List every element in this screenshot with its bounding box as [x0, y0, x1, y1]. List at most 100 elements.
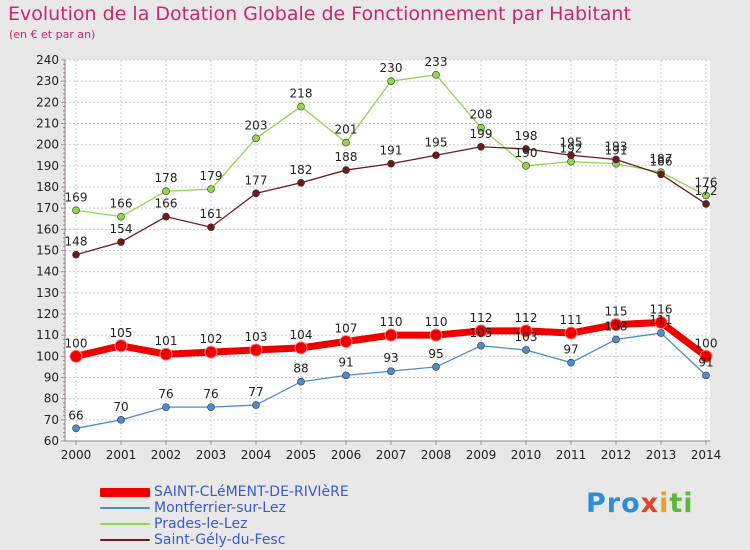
- series-3-point: [612, 155, 620, 164]
- x-tick-label: 2001: [106, 448, 137, 462]
- legend-label: Prades-le-Lez: [154, 516, 248, 532]
- series-1-point: [522, 346, 530, 354]
- series-2-point: [162, 187, 170, 196]
- series-2-data-label: 203: [245, 118, 268, 132]
- series-0-point: [654, 315, 668, 329]
- series-1-point: [207, 403, 215, 411]
- series-1-data-label: 93: [383, 351, 398, 365]
- y-tick-label: 200: [36, 138, 59, 152]
- y-tick-label: 80: [44, 392, 59, 406]
- series-2-point: [567, 157, 575, 166]
- series-3-data-label: 191: [380, 144, 403, 158]
- series-0-data-label: 100: [65, 336, 88, 350]
- series-0-point: [609, 318, 623, 332]
- series-2-data-label: 169: [65, 190, 88, 204]
- series-1-point: [612, 335, 620, 344]
- legend-label: Montferrier-sur-Lez: [154, 500, 286, 516]
- series-0-data-label: 105: [110, 326, 133, 340]
- series-1-data-label: 76: [203, 387, 218, 401]
- legend-item: Saint-Gély-du-Fesc: [100, 532, 349, 548]
- series-0-point: [474, 324, 488, 338]
- series-1-data-label: 103: [515, 330, 538, 344]
- series-1-data-label: 77: [248, 385, 263, 399]
- series-2-data-label: 166: [110, 197, 133, 211]
- series-1-point: [432, 363, 440, 371]
- x-tick-label: 2005: [286, 448, 317, 462]
- series-2-point: [702, 191, 710, 200]
- series-0-data-label: 104: [290, 328, 313, 342]
- series-2-point: [342, 138, 350, 147]
- y-tick-label: 70: [44, 413, 59, 427]
- x-tick-label: 2013: [646, 448, 677, 462]
- y-tick-label: 110: [36, 328, 59, 342]
- series-0-point: [159, 347, 173, 361]
- series-0-point: [519, 324, 533, 338]
- x-tick-label: 2014: [691, 448, 722, 462]
- series-3-data-label: 193: [605, 139, 628, 153]
- series-1-data-label: 91: [338, 355, 353, 369]
- series-0-data-label: 107: [335, 322, 358, 336]
- series-1-point: [342, 371, 350, 380]
- legend-swatch: [100, 507, 150, 509]
- series-2-point: [477, 123, 485, 132]
- series-2-data-label: 190: [515, 146, 538, 160]
- x-tick-label: 2012: [601, 448, 632, 462]
- series-2-data-label: 176: [695, 175, 718, 189]
- series-2-point: [117, 212, 125, 221]
- legend-item: Prades-le-Lez: [100, 516, 349, 532]
- series-3-point: [477, 142, 485, 151]
- series-3-data-label: 186: [650, 154, 673, 168]
- series-1-point: [567, 358, 575, 367]
- series-0-data-label: 115: [605, 305, 628, 319]
- series-3-data-label: 188: [335, 150, 358, 164]
- series-3-point: [297, 178, 305, 187]
- legend-swatch: [100, 487, 150, 497]
- series-1-point: [477, 341, 485, 350]
- series-0-data-label: 101: [155, 334, 178, 348]
- series-3-point: [567, 151, 575, 160]
- y-tick-label: 140: [36, 265, 59, 279]
- series-2-point: [72, 206, 80, 215]
- x-tick-label: 2007: [376, 448, 407, 462]
- x-tick-label: 2002: [151, 448, 182, 462]
- chart-title: Evolution de la Dotation Globale de Fonc…: [8, 3, 631, 25]
- y-tick-label: 240: [36, 53, 59, 67]
- series-3-point: [702, 200, 710, 208]
- y-tick-label: 210: [36, 117, 59, 131]
- proxiti-logo: Proxiti: [586, 488, 694, 519]
- series-0-point: [114, 339, 128, 353]
- series-1-data-label: 76: [158, 387, 173, 401]
- series-3-point: [207, 223, 215, 232]
- series-0-data-label: 110: [380, 315, 403, 329]
- series-3-point: [342, 166, 350, 174]
- series-1-point: [657, 329, 665, 337]
- series-3-data-label: 198: [515, 129, 538, 143]
- chart-subtitle: (en € et par an): [9, 28, 96, 41]
- series-1-data-label: 70: [113, 400, 128, 414]
- series-2-point: [432, 71, 440, 79]
- series-1-point: [297, 377, 305, 386]
- series-3-data-label: 199: [470, 127, 493, 141]
- y-tick-label: 150: [36, 244, 59, 258]
- series-1-point: [162, 403, 170, 411]
- series-0-data-label: 116: [650, 302, 673, 316]
- y-tick-label: 190: [36, 159, 59, 173]
- series-2-point: [207, 185, 215, 193]
- series-2-data-label: 218: [290, 87, 313, 101]
- series-0-point: [429, 328, 443, 342]
- series-1-point: [117, 416, 125, 424]
- series-0-point: [699, 349, 713, 363]
- series-2-point: [252, 134, 260, 143]
- x-tick-label: 2011: [556, 448, 587, 462]
- x-tick-label: 2000: [61, 448, 92, 462]
- series-1-data-label: 105: [470, 326, 493, 340]
- legend-swatch: [100, 539, 150, 541]
- series-1-data-label: 95: [428, 347, 443, 361]
- series-2-data-label: 179: [200, 169, 223, 183]
- y-tick-label: 60: [44, 434, 59, 448]
- legend-item: Montferrier-sur-Lez: [100, 500, 349, 516]
- series-2-data-label: 230: [380, 61, 403, 75]
- series-0-point: [69, 349, 83, 363]
- series-3-data-label: 148: [65, 235, 88, 249]
- series-3-point: [72, 250, 80, 259]
